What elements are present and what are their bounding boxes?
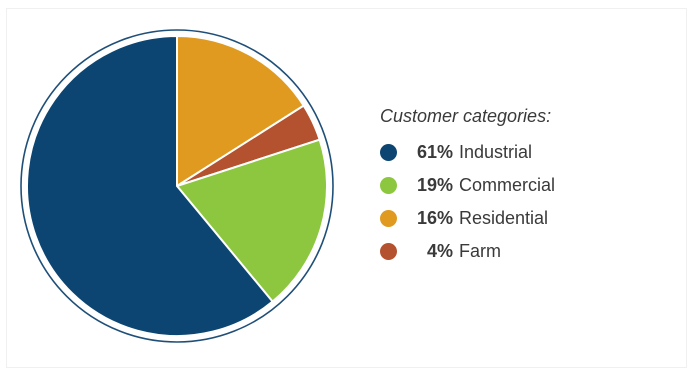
legend-swatch-residential [380,210,397,227]
legend-value-farm: 4% [426,241,453,261]
legend-swatch-industrial [380,144,397,161]
legend-label-industrial: Industrial [459,142,533,162]
legend-item-farm: 4% Farm [380,235,555,268]
legend-value-residential: 16% [416,208,453,228]
legend-label-commercial: Commercial [459,175,556,195]
pie-outline-ring [20,29,334,343]
legend-swatch-farm [380,243,397,260]
pie-slice-residential [176,34,306,188]
legend-value-industrial: 61% [416,142,453,162]
pie-slice-industrial [26,34,275,337]
legend-swatch-commercial [380,177,397,194]
legend-item-commercial: 19% Commercial [380,169,555,202]
legend-label-residential: Residential [459,208,549,228]
legend: Customer categories: 61% Industrial 19% … [380,104,555,268]
legend-item-industrial: 61% Industrial [380,136,555,169]
legend-value-commercial: 19% [416,175,453,195]
legend-label-farm: Farm [459,241,501,261]
pie-slice-commercial [175,138,328,303]
legend-item-residential: 16% Residential [380,202,555,235]
legend-title: Customer categories: [380,106,552,126]
